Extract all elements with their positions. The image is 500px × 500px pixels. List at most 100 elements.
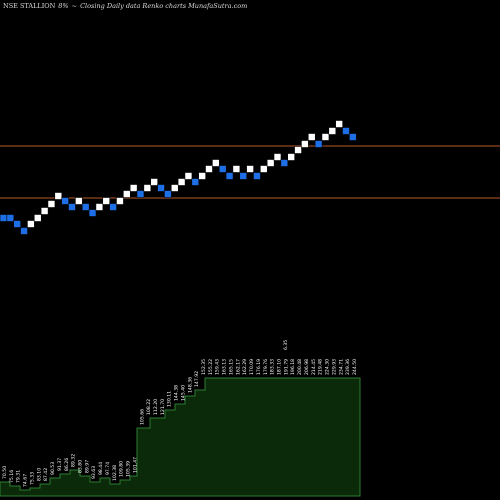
renko-brick-up: [287, 153, 296, 161]
volume-label: 219.48: [318, 359, 324, 375]
volume-label: 183.33: [270, 359, 276, 375]
volume-label: 90.53: [50, 462, 56, 475]
volume-label: 148.36: [187, 377, 193, 393]
renko-brick-down: [191, 178, 200, 186]
volume-label: 162.29: [242, 359, 248, 375]
renko-brick-up: [54, 192, 63, 200]
renko-brick-down: [68, 203, 76, 211]
renko-brick-down: [225, 172, 234, 180]
renko-brick-up: [246, 165, 254, 173]
description-label: Closing Daily data Renko charts MunafaSu…: [80, 2, 248, 10]
renko-brick-up: [75, 197, 83, 205]
volume-label: 101.47: [132, 457, 138, 473]
volume-label: 70.50: [2, 466, 8, 479]
volume-label: 244.50: [352, 359, 358, 375]
volume-extra-label: 6.35: [283, 340, 289, 350]
volume-label: 98.44: [98, 462, 104, 475]
volume-label: 105.39: [126, 461, 132, 477]
renko-brick-down: [109, 203, 117, 211]
volume-label: 176.19: [256, 359, 262, 375]
volume-label: 83.10: [36, 468, 42, 481]
volume-label: 224.30: [325, 359, 331, 375]
renko-brick-down: [253, 172, 261, 180]
volume-label: 196.18: [290, 359, 296, 375]
volume-label: 79.31: [16, 470, 22, 483]
volume-label: 162.17: [235, 359, 241, 375]
volume-label: 112.20: [153, 399, 159, 415]
volume-label: 108.22: [146, 399, 152, 415]
volume-label: 214.45: [311, 359, 317, 375]
renko-brick-up: [232, 165, 241, 173]
renko-brick-up: [184, 172, 193, 180]
renko-brick-up: [102, 197, 111, 205]
volume-label: 105.66: [139, 409, 145, 425]
volume-label: 102.38: [112, 465, 118, 481]
volume-label: 144.38: [174, 385, 180, 401]
renko-brick-up: [177, 178, 186, 186]
volume-label: 74.67: [23, 474, 29, 487]
volume-label: 163.13: [222, 359, 228, 375]
renko-brick-up: [198, 172, 206, 180]
renko-brick-up: [123, 190, 131, 198]
renko-brick-up: [33, 214, 42, 222]
renko-brick-down: [157, 184, 165, 192]
renko-brick-down: [136, 190, 145, 198]
volume-label: 87.42: [43, 468, 49, 481]
volume-silhouette: [0, 377, 361, 497]
renko-brick-down: [239, 172, 248, 180]
volume-label: 83.80: [78, 460, 84, 473]
volume-label: 75.33: [30, 472, 36, 485]
renko-brick-down: [61, 197, 69, 205]
renko-brick-up: [129, 184, 138, 192]
renko-brick-up: [170, 184, 179, 192]
renko-brick-down: [13, 220, 21, 228]
renko-brick-down: [164, 190, 172, 198]
volume-label: 93.63: [91, 466, 97, 479]
renko-brick-up: [307, 133, 316, 141]
renko-brick-down: [218, 165, 227, 173]
renko-brick-down: [349, 133, 357, 141]
volume-label: 130.11: [167, 391, 173, 407]
change-label: 8%: [58, 2, 69, 10]
renko-brick-up: [301, 140, 309, 148]
renko-brick-down: [20, 227, 28, 235]
volume-label: 147.92: [194, 371, 200, 387]
volume-label: 229.93: [331, 359, 337, 375]
renko-brick-down: [88, 209, 97, 217]
renko-brick-up: [328, 127, 337, 135]
volume-label: 187.10: [277, 359, 283, 375]
renko-brick-up: [321, 133, 330, 141]
volume-label: 121.70: [160, 399, 166, 415]
renko-brick-up: [259, 165, 268, 173]
renko-brick-up: [27, 220, 35, 228]
support-resistance-lines: [0, 145, 500, 199]
volume-label: 165.15: [229, 359, 235, 375]
volume-label: 91.37: [57, 458, 63, 471]
volume-label: 179.76: [263, 359, 269, 375]
chart-header: NSE STALLION 8% ~ Closing Daily data Renko …: [3, 2, 250, 10]
renko-brick-up: [294, 146, 302, 154]
renko-brick-up: [150, 178, 158, 186]
renko-brick-up: [143, 184, 152, 192]
renko-brick-down: [0, 214, 8, 222]
renko-brick-down: [342, 127, 350, 135]
renko-brick-down: [6, 214, 15, 222]
renko-brick-up: [212, 159, 220, 167]
volume-label: 206.98: [304, 359, 310, 375]
renko-bricks: [0, 120, 357, 235]
volume-label: 89.32: [71, 454, 77, 467]
renko-brick-down: [314, 140, 323, 148]
renko-brick-up: [40, 207, 49, 215]
volume-label: 159.43: [215, 359, 221, 375]
symbol-label: NSE STALLION: [3, 2, 56, 10]
renko-brick-up: [116, 197, 124, 205]
arrow-label: ~: [71, 2, 78, 10]
volume-area: [0, 377, 361, 497]
renko-brick-up: [273, 153, 282, 161]
renko-brick-up: [335, 120, 343, 128]
volume-label: 86.26: [64, 458, 70, 471]
volume-label: 145.40: [180, 385, 186, 401]
volume-label: 155.22: [208, 359, 214, 375]
renko-brick-up: [205, 165, 213, 173]
